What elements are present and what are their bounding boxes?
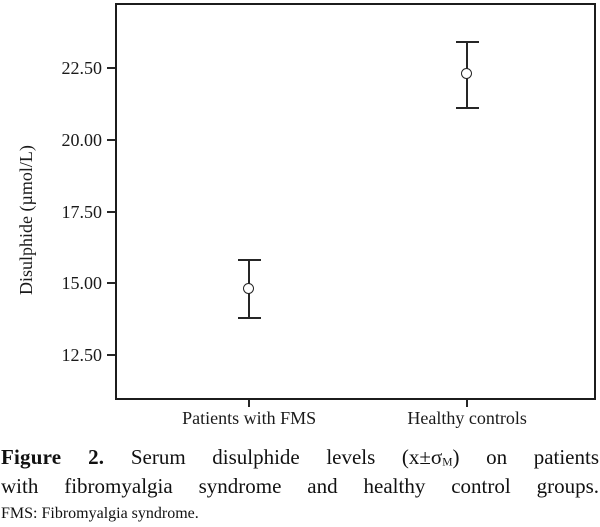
error-bar-cap-bottom	[238, 316, 262, 319]
y-tick-label: 20.00	[61, 129, 103, 150]
caption-line1-text: Serum disulphide levels (x±σ	[104, 445, 443, 469]
y-tick-label: 15.00	[61, 273, 103, 294]
caption-line-1: Figure 2. Serum disulphide levels (x±σM)…	[1, 443, 599, 472]
y-tick-label: 12.50	[61, 344, 103, 365]
error-bar-cap-top	[238, 259, 262, 262]
caption-line1-tail: ) on patients	[452, 445, 600, 469]
error-bar-cap-top	[456, 41, 480, 44]
caption-line-2: with fibromyalgia syndrome and healthy c…	[1, 474, 599, 498]
error-bar-cap-bottom	[456, 107, 480, 110]
caption-footnote: FMS: Fibromyalgia syndrome.	[1, 505, 199, 522]
x-tick-label: Healthy controls	[407, 408, 527, 428]
x-tick-mark	[466, 400, 469, 407]
x-tick-mark	[248, 400, 251, 407]
y-tick-mark	[107, 210, 115, 213]
caption-sigma-subscript: M	[442, 456, 453, 469]
figure-caption: Figure 2. Serum disulphide levels (x±σM)…	[0, 443, 600, 523]
mean-marker	[461, 67, 473, 79]
y-tick-label: 22.50	[61, 58, 103, 79]
mean-marker	[243, 282, 255, 294]
y-tick-mark	[107, 353, 115, 356]
caption-figure-label: Figure 2.	[1, 445, 105, 469]
plot-frame	[115, 3, 596, 400]
x-tick-label: Patients with FMS	[182, 408, 317, 428]
figure-area: Disulphide (µmol/L) 22.50 20.00 17.50 15.00…	[16, 3, 596, 428]
y-tick-mark	[107, 282, 115, 285]
y-tick-mark	[107, 138, 115, 141]
y-tick-mark	[107, 67, 115, 70]
y-tick-label: 17.50	[61, 201, 103, 222]
